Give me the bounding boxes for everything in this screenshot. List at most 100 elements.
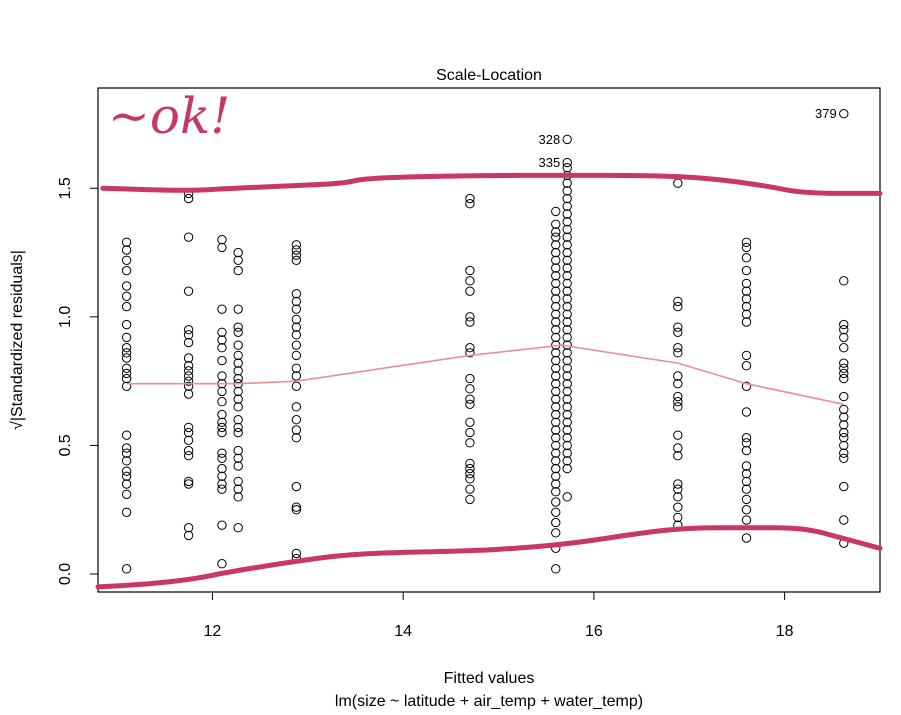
data-point (741, 505, 752, 515)
data-point (551, 325, 561, 335)
data-point (562, 355, 572, 366)
data-point (551, 355, 561, 366)
data-point (233, 358, 243, 368)
data-point (839, 427, 849, 438)
y-tick-label: 1.0 (57, 306, 74, 328)
data-point (217, 235, 227, 245)
data-point (551, 487, 561, 497)
data-point (465, 474, 475, 484)
data-point (551, 309, 561, 319)
data-point (183, 476, 194, 487)
x-tick-label: 14 (394, 623, 412, 640)
data-point (839, 481, 849, 492)
data-point (291, 371, 302, 381)
data-point (562, 433, 572, 443)
data-point (121, 443, 132, 453)
outlier-labels: 379 328 335 (538, 106, 836, 170)
data-point (562, 301, 572, 312)
data-point (121, 319, 132, 330)
data-point (562, 263, 572, 273)
data-point (217, 520, 227, 530)
smooth-trend-line (126, 344, 844, 406)
data-point (551, 379, 561, 389)
data-point (183, 361, 194, 371)
data-point (291, 481, 302, 492)
data-point (673, 451, 683, 461)
data-point (551, 219, 561, 229)
data-point (465, 348, 475, 358)
data-point (562, 271, 572, 281)
data-point (562, 492, 572, 502)
data-point (562, 134, 572, 145)
data-point (562, 448, 572, 458)
data-point (121, 507, 132, 517)
data-point (291, 330, 302, 340)
data-point (121, 373, 132, 384)
data-point (465, 394, 475, 404)
data-point (233, 453, 243, 463)
data-point (291, 381, 302, 391)
data-point (551, 232, 561, 242)
y-tick-label: 1.5 (57, 177, 74, 199)
data-point (673, 301, 683, 312)
data-point (465, 373, 475, 384)
data-point (291, 296, 302, 307)
data-point (121, 281, 132, 291)
data-point (291, 433, 302, 443)
data-point (741, 309, 752, 319)
data-point (217, 484, 227, 494)
data-point (839, 404, 849, 415)
data-point (839, 412, 849, 422)
data-point (291, 304, 302, 314)
data-point (562, 209, 572, 219)
data-point (562, 386, 572, 397)
data-point (465, 317, 475, 327)
data-point (551, 271, 561, 281)
data-point (217, 335, 227, 345)
data-point (839, 368, 849, 379)
data-point (183, 193, 194, 204)
data-point (562, 224, 572, 235)
data-point (291, 314, 302, 325)
data-point (233, 523, 243, 533)
data-point (562, 309, 572, 319)
data-point (183, 435, 194, 445)
data-point (562, 193, 572, 204)
data-point (465, 276, 475, 286)
data-point (183, 353, 194, 363)
data-point (465, 458, 475, 469)
data-points (121, 109, 849, 574)
data-point (839, 440, 849, 451)
data-point (741, 278, 752, 289)
data-point (562, 232, 572, 242)
data-point (465, 199, 475, 209)
data-point (562, 294, 572, 304)
data-point (465, 384, 475, 394)
data-point (551, 440, 561, 451)
data-point (551, 417, 561, 427)
data-point (291, 548, 302, 559)
data-point (551, 517, 561, 528)
data-point (233, 322, 243, 332)
data-point (217, 304, 227, 314)
data-point (217, 559, 227, 569)
data-point (562, 394, 572, 404)
data-point (183, 479, 194, 489)
data-point (839, 420, 849, 430)
data-point (741, 242, 752, 253)
data-point (741, 317, 752, 327)
data-point (839, 319, 849, 330)
data-point (673, 178, 683, 188)
data-point (562, 201, 572, 211)
data-point (121, 489, 132, 499)
data-point (741, 350, 752, 361)
annotation-text: ~ok! (108, 87, 230, 145)
data-point (741, 484, 752, 494)
data-point (465, 494, 475, 505)
data-point (183, 381, 194, 391)
x-axis: 12 14 16 18 (204, 592, 794, 640)
data-point (291, 255, 302, 265)
data-point (233, 484, 243, 494)
data-point (551, 294, 561, 304)
